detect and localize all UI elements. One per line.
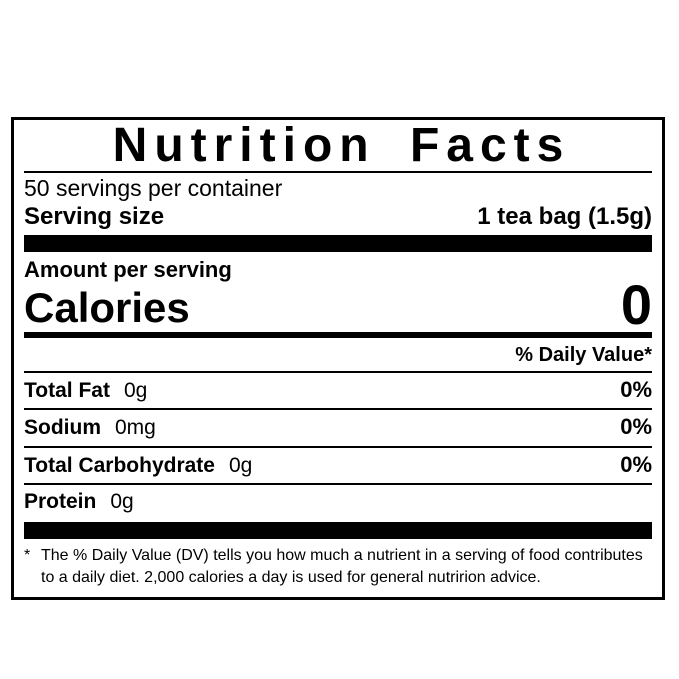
divider xyxy=(24,445,652,448)
nutrient-label: Sodium 0mg xyxy=(24,415,156,440)
divider xyxy=(24,482,652,485)
nutrient-daily-value: 0% xyxy=(620,414,652,440)
calories-value: 0 xyxy=(620,272,652,336)
nutrient-name: Total Fat xyxy=(24,378,110,402)
footnote: * The % Daily Value (DV) tells you how m… xyxy=(24,545,652,589)
servings-per-container: 50 servings per container xyxy=(24,174,283,201)
footnote-asterisk: * xyxy=(24,547,31,565)
calories-label: Calories xyxy=(24,283,190,331)
divider xyxy=(24,370,652,373)
nutrient-name: Protein xyxy=(24,489,97,513)
serving-size-value: 1 tea bag (1.5g) xyxy=(477,202,652,230)
calories-row: Calories 0 xyxy=(24,272,652,336)
serving-size-row: Serving size 1 tea bag (1.5g) xyxy=(24,203,652,232)
nutrition-facts-label: Nutrition Facts 50 servings per containe… xyxy=(11,117,665,601)
nutrient-row-sodium: Sodium 0mg 0% xyxy=(24,410,652,445)
daily-value-header: % Daily Value* xyxy=(515,343,652,366)
calories-divider xyxy=(24,331,652,338)
nutrient-amount: 0g xyxy=(110,489,134,513)
nutrient-row-protein: Protein 0g xyxy=(24,485,652,519)
nutrient-label: Total Fat 0g xyxy=(24,378,147,403)
nutrient-name: Sodium xyxy=(24,416,101,440)
nutrient-row-total-fat: Total Fat 0g 0% xyxy=(24,373,652,408)
label-title: Nutrition Facts xyxy=(112,119,571,172)
title-divider xyxy=(24,170,652,173)
nutrient-amount: 0g xyxy=(123,378,148,402)
nutrient-amount: 0mg xyxy=(115,416,156,440)
divider xyxy=(24,408,652,411)
nutrient-label: Protein 0g xyxy=(24,489,134,514)
nutrient-name: Total Carbohydrate xyxy=(24,453,215,477)
nutrient-daily-value: 0% xyxy=(620,451,652,477)
serving-size-label: Serving size xyxy=(24,202,165,230)
separator-bar-top xyxy=(24,235,652,253)
nutrient-daily-value: 0% xyxy=(620,376,652,402)
nutrient-label: Total Carbohydrate 0g xyxy=(24,453,252,478)
amount-per-serving: Amount per serving xyxy=(24,257,232,283)
nutrient-row-total-carbohydrate: Total Carbohydrate 0g 0% xyxy=(24,448,652,483)
nutrient-amount: 0g xyxy=(228,453,253,477)
footnote-text: The % Daily Value (DV) tells you how muc… xyxy=(41,547,643,587)
separator-bar-bottom xyxy=(24,522,652,540)
